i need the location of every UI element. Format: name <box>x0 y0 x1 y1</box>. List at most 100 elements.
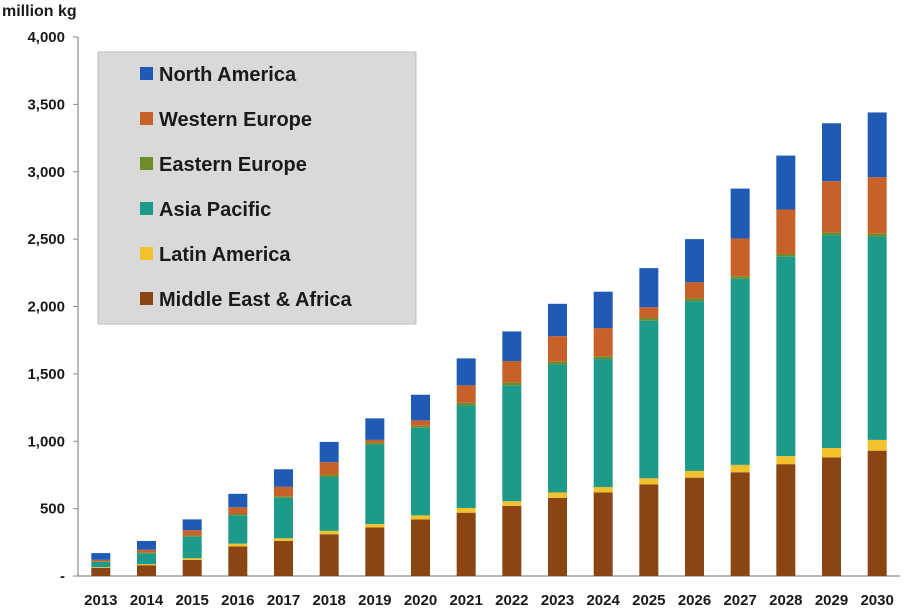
bar-segment <box>639 478 659 485</box>
y-tick-label: 2,500 <box>27 231 65 248</box>
legend-swatch <box>140 292 153 305</box>
bar-segment <box>182 558 202 560</box>
x-tick-label: 2021 <box>449 592 482 609</box>
x-tick-label: 2016 <box>221 592 254 609</box>
bar-stack-2024 <box>593 291 613 576</box>
bar-segment <box>776 456 796 465</box>
bar-segment <box>730 188 750 239</box>
bar-segment <box>91 559 111 562</box>
bar-segment <box>228 493 248 508</box>
bar-stack-2027 <box>730 188 750 576</box>
bar-stack-2028 <box>776 155 796 576</box>
bar-segment <box>639 317 659 321</box>
bar-segment <box>274 540 293 576</box>
bar-segment <box>456 385 476 403</box>
bar-segment <box>593 356 613 360</box>
bar-segment <box>182 535 202 537</box>
legend-item: North America <box>140 64 297 86</box>
y-tick-label: 500 <box>40 501 65 518</box>
bar-segment <box>456 405 476 508</box>
bar-segment <box>182 559 202 576</box>
bar-segment <box>867 177 887 234</box>
bar-segment <box>822 181 841 233</box>
chart-legend: North America Western Europe Eastern Europ… <box>97 51 417 325</box>
bar-segment <box>319 530 339 535</box>
legend-label: Latin America <box>159 244 291 266</box>
y-tick-label: 1,000 <box>27 433 65 450</box>
bar-segment <box>365 418 385 440</box>
x-tick-label: 2028 <box>769 592 802 609</box>
bar-segment <box>593 291 613 329</box>
bar-segment <box>137 565 156 576</box>
y-tick-label: 1,500 <box>27 366 65 383</box>
bar-segment <box>776 209 796 254</box>
bar-segment <box>137 564 156 566</box>
chart-axes: - 500 1,000 1,500 2,000 2,500 3,000 3,500 4,000 2… <box>27 29 900 609</box>
bar-segment <box>639 484 659 576</box>
bar-segment <box>228 543 248 547</box>
y-tick-label: 3,000 <box>27 164 65 181</box>
bar-segment <box>776 464 796 576</box>
bar-segment <box>685 298 704 302</box>
bar-segment <box>730 238 750 277</box>
bar-segment <box>867 450 887 576</box>
bar-segment <box>639 320 659 479</box>
bar-segment <box>593 487 613 493</box>
y-tick-label: 3,500 <box>27 96 65 113</box>
bar-segment <box>685 282 704 299</box>
bar-segment <box>776 253 796 257</box>
bar-stack-2029 <box>822 123 841 576</box>
bar-stack-2021 <box>456 358 476 576</box>
bar-segment <box>502 331 522 362</box>
legend-label: North America <box>159 64 297 86</box>
bar-segment <box>365 444 385 525</box>
legend-swatch <box>140 202 153 215</box>
bar-segment <box>274 538 293 541</box>
y-tick-label: - <box>60 568 65 585</box>
bar-segment <box>867 236 887 440</box>
legend-swatch <box>140 112 153 125</box>
bar-segment <box>548 364 567 493</box>
legend-item: Asia Pacific <box>140 199 271 221</box>
bar-segment <box>137 540 156 550</box>
bar-segment <box>502 382 522 386</box>
bar-stack-2014 <box>137 540 156 576</box>
bar-segment <box>137 549 156 553</box>
bar-segment <box>411 519 430 576</box>
bar-segment <box>776 256 796 457</box>
bar-segment <box>456 358 476 386</box>
legend-item: Eastern Europe <box>140 154 307 176</box>
bar-segment <box>365 439 385 443</box>
bar-segment <box>319 534 339 576</box>
bar-segment <box>822 457 841 576</box>
x-tick-label: 2023 <box>541 592 574 609</box>
bar-segment <box>593 492 613 576</box>
legend-item: Latin America <box>140 244 291 266</box>
bar-segment <box>137 553 156 565</box>
bar-segment <box>685 239 704 283</box>
bar-segment <box>730 278 750 465</box>
bar-stack-2019 <box>365 418 385 576</box>
bar-segment <box>91 567 111 576</box>
bar-segment <box>456 402 476 406</box>
bar-segment <box>365 442 385 445</box>
x-tick-label: 2027 <box>723 592 756 609</box>
bar-stack-2025 <box>639 268 659 576</box>
bar-segment <box>502 385 522 502</box>
bar-segment <box>228 507 248 515</box>
bar-stack-2018 <box>319 441 339 576</box>
bar-segment <box>411 420 430 426</box>
bar-segment <box>274 497 293 539</box>
bar-segment <box>502 361 522 383</box>
legend-swatch <box>140 157 153 170</box>
legend-label: Eastern Europe <box>159 154 307 176</box>
x-tick-label: 2020 <box>404 592 437 609</box>
bar-segment <box>228 546 248 576</box>
legend-item: Middle East & Africa <box>140 289 353 311</box>
legend-label: Asia Pacific <box>159 199 271 221</box>
bar-stacks <box>91 112 887 576</box>
y-axis-unit-label: million kg <box>2 3 77 20</box>
bar-segment <box>685 470 704 478</box>
bar-segment <box>274 486 293 497</box>
legend-box <box>97 51 417 325</box>
